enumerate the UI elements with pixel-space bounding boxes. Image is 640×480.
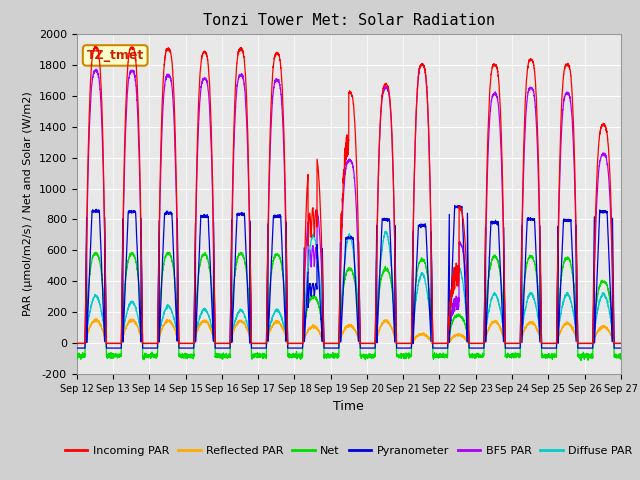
- Text: TZ_tmet: TZ_tmet: [86, 49, 144, 62]
- Y-axis label: PAR (μmol/m2/s) / Net and Solar (W/m2): PAR (μmol/m2/s) / Net and Solar (W/m2): [24, 92, 33, 316]
- Legend: Incoming PAR, Reflected PAR, Net, Pyranometer, BF5 PAR, Diffuse PAR: Incoming PAR, Reflected PAR, Net, Pyrano…: [61, 441, 637, 460]
- Title: Tonzi Tower Met: Solar Radiation: Tonzi Tower Met: Solar Radiation: [203, 13, 495, 28]
- X-axis label: Time: Time: [333, 400, 364, 413]
